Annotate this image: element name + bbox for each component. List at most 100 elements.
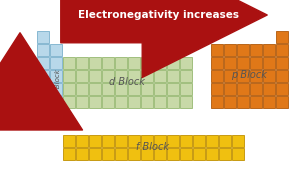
Bar — [179, 135, 191, 147]
Bar — [250, 43, 262, 56]
Bar — [128, 148, 140, 160]
Bar — [88, 69, 101, 82]
Bar — [88, 148, 101, 160]
Bar — [236, 43, 248, 56]
Bar — [275, 69, 287, 82]
Bar — [76, 69, 88, 82]
Bar — [140, 95, 152, 108]
Bar — [37, 30, 49, 43]
Bar — [128, 95, 140, 108]
Bar — [179, 95, 191, 108]
Bar — [167, 148, 178, 160]
Bar — [167, 56, 178, 69]
Bar — [50, 95, 61, 108]
Bar — [50, 69, 61, 82]
Bar — [167, 95, 178, 108]
Bar — [101, 135, 113, 147]
Bar — [232, 148, 244, 160]
Bar — [140, 69, 152, 82]
Bar — [211, 82, 223, 95]
Bar — [250, 69, 262, 82]
Bar — [250, 95, 262, 108]
Bar — [115, 82, 127, 95]
Bar — [37, 82, 49, 95]
Bar — [232, 135, 244, 147]
Bar — [211, 95, 223, 108]
Bar — [206, 135, 218, 147]
Bar — [218, 135, 230, 147]
Text: s Block: s Block — [55, 70, 61, 94]
Bar — [128, 82, 140, 95]
Bar — [236, 69, 248, 82]
Bar — [211, 43, 223, 56]
Bar — [167, 82, 178, 95]
Bar — [62, 82, 74, 95]
Bar — [193, 135, 205, 147]
Bar — [224, 82, 236, 95]
Bar — [224, 69, 236, 82]
Bar — [62, 135, 74, 147]
Bar — [76, 95, 88, 108]
Bar — [167, 135, 178, 147]
Bar — [62, 69, 74, 82]
Bar — [236, 56, 248, 69]
Bar — [62, 56, 74, 69]
Text: f Block: f Block — [136, 142, 169, 152]
Text: d Block: d Block — [109, 77, 145, 87]
Bar — [262, 82, 274, 95]
Bar — [37, 109, 49, 121]
Bar — [76, 56, 88, 69]
Bar — [275, 82, 287, 95]
Bar — [115, 135, 127, 147]
Bar — [115, 95, 127, 108]
Bar — [206, 148, 218, 160]
Bar — [88, 56, 101, 69]
Bar — [154, 56, 166, 69]
Bar — [250, 56, 262, 69]
Bar — [275, 56, 287, 69]
Bar — [115, 69, 127, 82]
Bar — [236, 95, 248, 108]
Bar — [250, 82, 262, 95]
Bar — [76, 82, 88, 95]
Bar — [76, 135, 88, 147]
Text: p Block: p Block — [231, 70, 267, 81]
Bar — [275, 43, 287, 56]
Bar — [224, 43, 236, 56]
Bar — [140, 56, 152, 69]
Bar — [140, 148, 152, 160]
Bar — [50, 82, 61, 95]
Bar — [262, 56, 274, 69]
Bar — [193, 148, 205, 160]
Bar — [179, 148, 191, 160]
Bar — [76, 148, 88, 160]
Bar — [88, 135, 101, 147]
Bar — [140, 135, 152, 147]
Bar — [101, 56, 113, 69]
Bar — [275, 95, 287, 108]
Bar — [179, 69, 191, 82]
Bar — [101, 148, 113, 160]
Bar — [154, 148, 166, 160]
Bar — [154, 82, 166, 95]
Bar — [115, 148, 127, 160]
Bar — [179, 82, 191, 95]
Bar — [224, 95, 236, 108]
Bar — [101, 82, 113, 95]
Bar — [262, 69, 274, 82]
Bar — [224, 56, 236, 69]
Bar — [128, 69, 140, 82]
Bar — [37, 56, 49, 69]
Bar — [37, 43, 49, 56]
Bar — [128, 135, 140, 147]
Bar — [262, 95, 274, 108]
Bar — [154, 95, 166, 108]
Bar — [88, 95, 101, 108]
Bar — [211, 56, 223, 69]
Bar — [101, 95, 113, 108]
Text: Electronegativity increases: Electronegativity increases — [79, 10, 239, 20]
Bar — [236, 82, 248, 95]
Bar — [62, 148, 74, 160]
Bar — [218, 148, 230, 160]
Bar — [154, 135, 166, 147]
